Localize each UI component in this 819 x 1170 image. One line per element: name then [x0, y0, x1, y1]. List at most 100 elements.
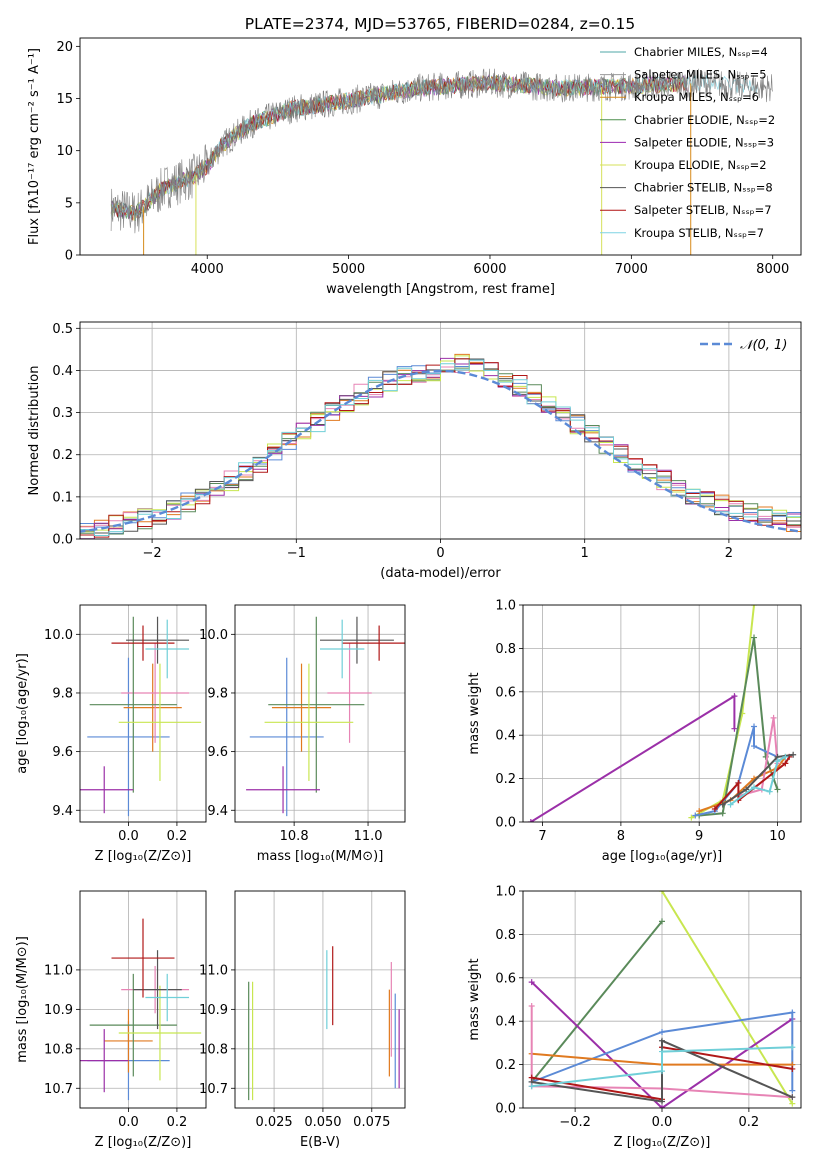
x-tick-label: −1: [287, 546, 306, 561]
series-line: [695, 726, 778, 817]
x-tick-label: 5000: [332, 262, 365, 277]
y-tick-label: 0.8: [495, 928, 516, 943]
series-marker: [731, 693, 738, 700]
x-tick-label: 4000: [191, 262, 224, 277]
series-marker: [727, 801, 734, 808]
legend-label: Chabrier STELIB, Nₛₛₚ=8: [634, 181, 773, 195]
x-axis-label: age [log₁₀(age/yr)]: [602, 849, 723, 864]
y-tick-label: 11.0: [199, 963, 228, 978]
x-tick-label: 0: [436, 546, 444, 561]
series-marker: [789, 1094, 796, 1101]
x-tick-label: 11.0: [354, 829, 383, 844]
plot-area: [80, 605, 206, 822]
axes-frame: [522, 604, 802, 823]
x-axis-label: wavelength [Angstrom, rest frame]: [326, 282, 555, 297]
plot-area: [110, 68, 773, 255]
legend-label: Kroupa MILES, Nₛₛₚ=6: [634, 90, 759, 104]
series-marker: [782, 753, 789, 760]
y-tick-label: 0.2: [495, 1058, 516, 1073]
series-line: [531, 1046, 793, 1088]
y-tick-label: 0.6: [495, 685, 516, 700]
series-marker: [782, 760, 789, 767]
model-spectrum-line: [110, 75, 688, 219]
y-tick-label: 0.4: [495, 1015, 516, 1030]
series-marker: [789, 1009, 796, 1016]
axes-frame: [79, 890, 207, 1109]
x-axis-label: (data-model)/error: [380, 566, 501, 581]
y-tick-label: 0.6: [495, 971, 516, 986]
axes-frame: [234, 890, 406, 1109]
x-axis-label: Z [log₁₀(Z/Z⊙)]: [95, 1135, 192, 1150]
series-line: [661, 891, 794, 1105]
y-tick-label: 11.0: [44, 963, 73, 978]
x-axis-label: mass [log₁₀(M/M⊙)]: [257, 849, 384, 864]
series-marker: [659, 1098, 665, 1105]
axes-age-vs-mass: 10.8 11.0 9.4 9.6 9.8 10.0 mass [log₁₀(M/M⊙)]: [199, 604, 406, 864]
y-tick-label: 9.8: [52, 686, 73, 701]
y-tick-label: 0.0: [52, 533, 73, 548]
series-marker: [719, 801, 726, 808]
series-marker: [659, 1105, 665, 1108]
model-spectrum-line: [110, 73, 688, 219]
series-marker: [696, 808, 703, 815]
x-tick-label: 10: [769, 829, 786, 844]
y-tick-label: 0.0: [495, 816, 516, 831]
x-tick-label: 2: [725, 546, 733, 561]
y-tick-label: 0.4: [495, 729, 516, 744]
axes-age-vs-Z: 0.0 0.2 9.4 9.6 9.8 10.0 Z [log₁₀(Z/Z⊙)] age [l…: [15, 604, 207, 864]
y-tick-label: 10.0: [44, 628, 73, 643]
y-tick-label: 1.0: [495, 885, 516, 900]
series-marker: [789, 1100, 796, 1107]
axes-frame: [79, 321, 802, 540]
series-marker: [751, 784, 758, 791]
plot-area: [523, 891, 801, 1108]
series-marker: [528, 979, 535, 986]
series-marker: [751, 723, 758, 730]
y-tick-label: 10.9: [44, 1003, 73, 1018]
x-axis-label: Z [log₁₀(Z/Z⊙)]: [614, 1135, 711, 1150]
x-tick-label: 0.025: [255, 1115, 292, 1130]
y-tick-label: 0.8: [495, 642, 516, 657]
y-tick-label: 0.4: [52, 364, 73, 379]
x-tick-label: 0.075: [353, 1115, 390, 1130]
y-tick-label: 0.5: [52, 322, 73, 337]
x-tick-label: 10.8: [280, 829, 309, 844]
x-tick-label: 6000: [473, 262, 506, 277]
series-marker: [770, 714, 777, 721]
series-marker: [751, 634, 758, 641]
y-tick-label: 9.6: [52, 745, 73, 760]
series-marker: [789, 1087, 796, 1094]
plot-area: [80, 322, 801, 539]
x-tick-label: 0.2: [739, 1115, 760, 1130]
x-tick-label: 8000: [756, 262, 789, 277]
series-marker: [790, 751, 797, 758]
y-axis-label: Normed distribution: [27, 366, 42, 496]
legend-label: 𝒩(0, 1): [740, 338, 787, 353]
series-marker: [659, 918, 665, 925]
series-marker: [659, 891, 665, 894]
y-axis-label: mass [log₁₀(M/M⊙)]: [15, 936, 30, 1063]
y-tick-label: 9.4: [52, 804, 73, 819]
series-marker: [527, 819, 534, 822]
plot-area: [235, 605, 405, 822]
x-tick-label: 0.050: [304, 1115, 341, 1130]
series-marker: [528, 1003, 535, 1010]
x-tick-label: 0.0: [118, 1115, 139, 1130]
x-tick-label: 8: [617, 829, 625, 844]
x-tick-label: −2: [143, 546, 162, 561]
y-tick-label: 0.2: [52, 448, 73, 463]
x-tick-label: 0.0: [652, 1115, 673, 1130]
series-marker: [735, 779, 742, 786]
axes-frame: [234, 604, 406, 823]
series-marker: [659, 1029, 665, 1036]
series-marker: [659, 1048, 665, 1055]
series-line: [530, 694, 736, 822]
axes-spectrum: 4000 5000 6000 7000 8000 0 5 10 15 20 wavelength […: [27, 37, 802, 297]
series-marker: [659, 1037, 665, 1044]
series-line: [531, 1011, 794, 1091]
y-tick-label: 10.7: [199, 1082, 228, 1097]
y-tick-label: 0.1: [52, 490, 73, 505]
y-tick-label: 9.6: [207, 745, 228, 760]
